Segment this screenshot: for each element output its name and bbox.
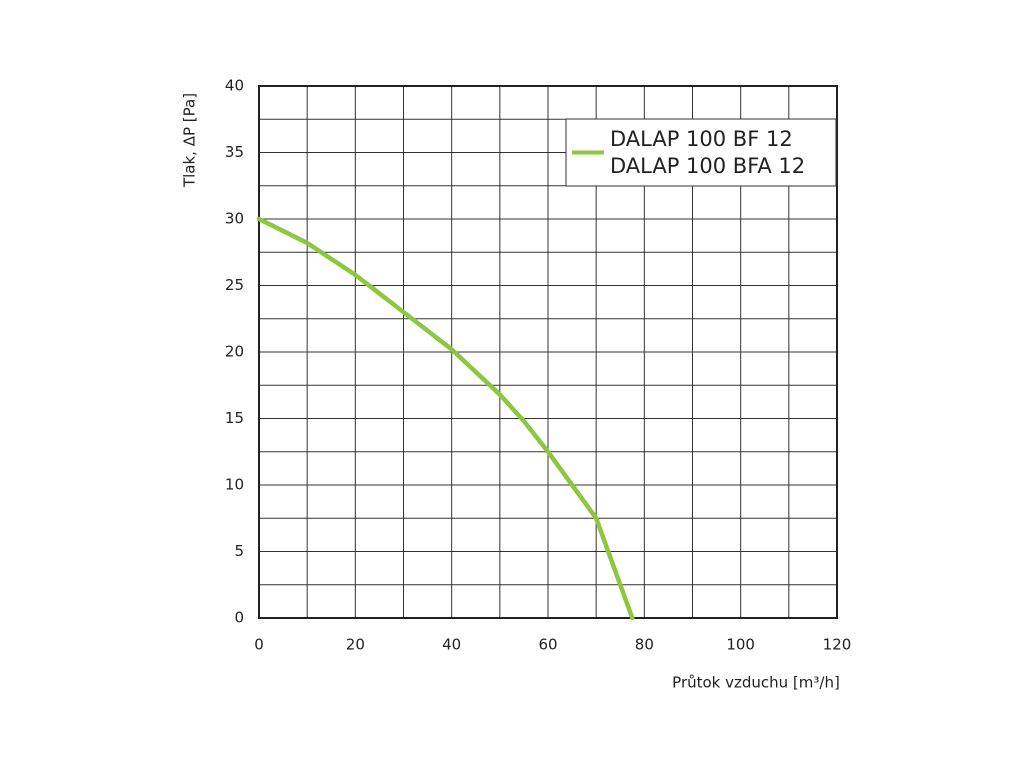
- legend-label: DALAP 100 BF 12: [610, 127, 793, 151]
- y-tick-label: 5: [234, 542, 244, 560]
- plot-frame: [258, 85, 838, 619]
- x-tick-label: 0: [254, 636, 264, 654]
- legend-label: DALAP 100 BFA 12: [610, 154, 805, 178]
- y-tick-label: 20: [225, 343, 244, 361]
- y-tick-label: 10: [225, 476, 244, 494]
- y-tick-label: 0: [234, 609, 244, 627]
- x-axis-label: Průtok vzduchu [m³/h]: [672, 674, 840, 692]
- data-line: [256, 216, 635, 621]
- y-tick-label: 35: [225, 143, 244, 161]
- x-tick-label: 100: [726, 636, 755, 654]
- y-tick-label: 25: [225, 276, 244, 294]
- legend-box: [565, 118, 837, 187]
- x-tick-label: 80: [635, 636, 654, 654]
- y-tick-label: 40: [225, 77, 244, 95]
- y-axis-label: Tlak, ΔP [Pa]: [181, 93, 199, 188]
- x-tick-label: 40: [442, 636, 461, 654]
- y-tick-label: 30: [225, 210, 244, 228]
- x-tick-label: 60: [538, 636, 557, 654]
- y-tick-label: 15: [225, 409, 244, 427]
- x-tick-label: 20: [346, 636, 365, 654]
- x-tick-label: 120: [823, 636, 852, 654]
